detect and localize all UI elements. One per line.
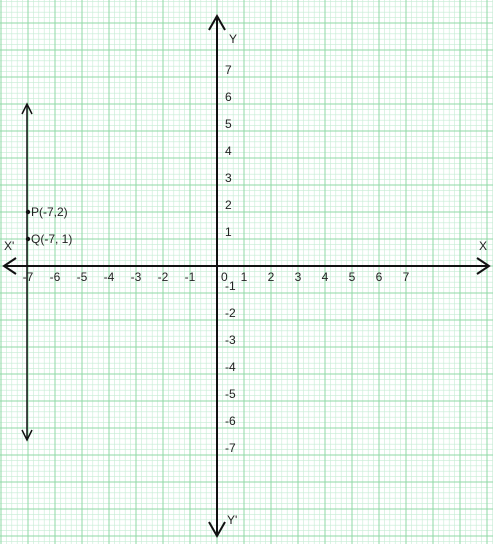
x-tick-label: 5: [349, 270, 356, 284]
x-axis-right-arrow-icon: [476, 257, 491, 275]
x-tick-label: 4: [322, 270, 329, 284]
x-tick-label: -7: [23, 270, 34, 284]
y-tick-label: 1: [225, 225, 232, 239]
point-marker: [25, 236, 31, 242]
x-axis-negative-label: X': [4, 239, 14, 253]
y-tick-labels: 7 6 5 4 3 2 1 -1 -2 -3 -4 -5 -6 -7: [225, 63, 236, 455]
point-marker: [25, 209, 31, 215]
y-tick-label: -3: [225, 333, 236, 347]
x-tick-label: -4: [104, 270, 115, 284]
y-tick-label: 3: [225, 171, 232, 185]
x-tick-label: -2: [158, 270, 169, 284]
y-tick-label: -4: [225, 360, 236, 374]
origin-label: 0: [221, 270, 228, 284]
x-axis-left-arrow-icon: [2, 257, 17, 275]
y-tick-label: 5: [225, 117, 232, 131]
line-bottom-arrow-icon: [21, 429, 33, 442]
line-top-arrow-icon: [21, 102, 33, 115]
x-tick-label: 1: [241, 270, 248, 284]
y-tick-label: 6: [225, 90, 232, 104]
x-tick-labels: -7 -6 -5 -4 -3 -2 -1 1 2 3 4 5 6 7: [23, 270, 410, 284]
y-tick-label: -2: [225, 306, 236, 320]
y-axis-negative-label: Y': [227, 513, 237, 527]
y-tick-label: 4: [225, 144, 232, 158]
y-tick-label: 7: [225, 63, 232, 77]
point-label: P(-7,2): [31, 205, 68, 219]
plotted-points: P(-7,2) Q(-7, 1): [25, 205, 72, 246]
y-tick-label: 2: [225, 198, 232, 212]
y-axis: [208, 13, 226, 539]
line-x-minus-7: [21, 102, 33, 442]
x-tick-label: 7: [403, 270, 410, 284]
x-tick-label: -5: [77, 270, 88, 284]
x-axis: [2, 257, 491, 275]
x-tick-label: 2: [268, 270, 275, 284]
y-axis-label: Y: [229, 32, 237, 46]
x-axis-label: X: [479, 239, 487, 253]
point-label: Q(-7, 1): [31, 232, 72, 246]
y-tick-label: -1: [225, 279, 236, 293]
y-axis-top-arrow-icon: [208, 13, 226, 31]
x-tick-label: -3: [131, 270, 142, 284]
y-tick-label: -7: [225, 441, 236, 455]
y-tick-label: -6: [225, 414, 236, 428]
x-tick-label: -1: [185, 270, 196, 284]
x-tick-label: -6: [50, 270, 61, 284]
x-tick-label: 3: [295, 270, 302, 284]
y-tick-label: -5: [225, 387, 236, 401]
y-axis-bottom-arrow-icon: [208, 521, 226, 539]
x-tick-label: 6: [376, 270, 383, 284]
